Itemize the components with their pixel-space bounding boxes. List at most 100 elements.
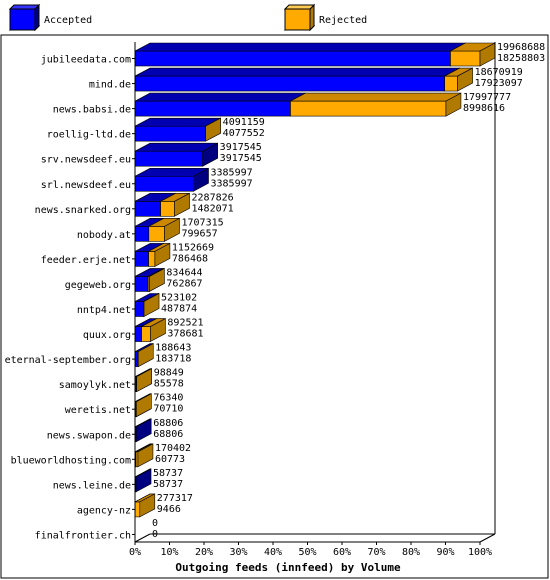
value-label-accepted: 58737 — [153, 479, 183, 490]
x-tick-label: 80% — [402, 547, 420, 558]
bar-rejected — [137, 343, 154, 368]
value-label-total: 98849 — [154, 368, 184, 379]
category-label: news.leine.de — [53, 480, 131, 491]
value-label-accepted: 4077552 — [223, 128, 265, 139]
value-label-accepted: 85578 — [154, 379, 184, 390]
x-tick-labels: 0% 10% 20% 30% 40% 50% 60% 70% 80% 90% 100% — [129, 547, 492, 558]
value-label-accepted: 799657 — [181, 228, 217, 239]
category-label: news.babsi.de — [53, 105, 131, 116]
bar-rejected — [148, 242, 171, 267]
value-label-total: 0 — [152, 518, 158, 529]
value-label-accepted: 487874 — [161, 304, 197, 315]
category-label: agency-nz — [77, 505, 131, 516]
axes — [132, 42, 496, 545]
bar-rejected — [290, 92, 462, 117]
category-label: jubileedata.com — [41, 55, 131, 66]
category-label: feeder.erje.net — [41, 255, 131, 266]
value-label-total: 76340 — [153, 393, 183, 404]
category-label: finalfrontier.ch — [35, 530, 131, 541]
x-tick-label: 20% — [195, 547, 213, 558]
legend-accepted-label: Accepted — [44, 15, 92, 26]
plot-frame — [0, 34, 549, 579]
bar-rejected — [147, 267, 165, 292]
category-label: quux.org — [83, 330, 131, 341]
category-label: roellig-ltd.de — [47, 130, 131, 141]
bars-layer — [134, 42, 496, 518]
value-label-total: 1152669 — [172, 242, 214, 253]
value-label-accepted: 3917545 — [220, 153, 262, 164]
x-tick-label: 70% — [367, 547, 385, 558]
legend-swatch-rejected — [283, 3, 316, 32]
value-label-total: 1707315 — [181, 217, 223, 228]
category-label: nntp4.net — [77, 305, 131, 316]
bar-rejected — [135, 393, 152, 418]
value-label-total: 18670919 — [475, 67, 523, 78]
value-label-total: 892521 — [167, 318, 203, 329]
value-label-accepted: 378681 — [167, 329, 203, 340]
value-label-accepted: 17923097 — [475, 78, 523, 89]
bar-accepted — [134, 468, 152, 493]
value-label-total: 3385997 — [211, 167, 253, 178]
bar-rejected — [148, 217, 180, 242]
x-tick-label: 90% — [436, 547, 454, 558]
bar-accepted — [134, 67, 460, 92]
value-label-accepted: 786468 — [172, 253, 208, 264]
x-tick-label: 50% — [298, 547, 316, 558]
value-label-total: 19968688 — [497, 42, 545, 53]
value-label-total: 17997777 — [463, 92, 511, 103]
category-label: eternal-september.org — [5, 355, 131, 366]
value-label-accepted: 183718 — [155, 354, 191, 365]
category-label: mind.de — [89, 80, 131, 91]
category-label: news.swapon.de — [47, 430, 131, 441]
value-label-accepted: 9466 — [157, 504, 181, 515]
value-label-accepted: 60773 — [155, 454, 185, 465]
value-label-accepted: 18258803 — [497, 53, 545, 64]
x-tick-label: 30% — [229, 547, 247, 558]
bar-rejected — [136, 368, 153, 393]
bar-rejected — [450, 42, 496, 67]
category-label: srv.newsdeef.eu — [41, 155, 131, 166]
value-label-accepted: 70710 — [153, 404, 183, 415]
value-label-total: 3917545 — [220, 142, 262, 153]
value-label-accepted: 1482071 — [192, 203, 234, 214]
value-label-total: 68806 — [153, 418, 183, 429]
bar-accepted — [134, 92, 306, 117]
bar-accepted — [134, 142, 218, 167]
value-label-total: 277317 — [157, 493, 193, 504]
bar-rejected — [135, 443, 154, 468]
legend: Accepted Rejected — [8, 3, 367, 32]
x-tick-label: 40% — [264, 547, 282, 558]
value-label-accepted: 762867 — [166, 278, 202, 289]
x-tick-label: 60% — [333, 547, 351, 558]
value-label-accepted: 8998616 — [463, 103, 505, 114]
legend-rejected-label: Rejected — [319, 15, 367, 26]
value-label-total: 188643 — [155, 343, 191, 354]
value-label-total: 4091159 — [223, 117, 265, 128]
category-labels: jubileedata.com mind.de news.babsi.de roell… — [5, 55, 131, 542]
value-label-total: 523102 — [161, 293, 197, 304]
category-label: blueworldhosting.com — [11, 455, 131, 466]
category-label: nobody.at — [77, 230, 131, 241]
category-label: srl.newsdeef.eu — [41, 180, 131, 191]
value-label-total: 2287826 — [192, 192, 234, 203]
value-label-total: 58737 — [153, 468, 183, 479]
bar-rejected — [134, 493, 156, 518]
legend-swatch-accepted — [8, 3, 41, 32]
bar-rejected — [143, 293, 160, 317]
value-label-total: 170402 — [155, 443, 191, 454]
value-label-total: 834644 — [166, 267, 202, 278]
depth-line — [479, 533, 496, 543]
depth-line — [134, 533, 151, 543]
value-label-accepted: 3385997 — [211, 178, 253, 189]
x-tick-label: 0% — [129, 547, 141, 558]
bar-rejected — [141, 318, 166, 343]
bar-accepted — [134, 42, 466, 67]
x-axis-title: Outgoing feeds (innfeed) by Volume — [175, 561, 401, 574]
category-label: samoylyk.net — [59, 380, 131, 391]
category-label: gegeweb.org — [65, 280, 131, 291]
bar-accepted — [134, 418, 152, 443]
x-tick-label: 100% — [468, 547, 492, 558]
bar-rejected — [444, 67, 473, 92]
